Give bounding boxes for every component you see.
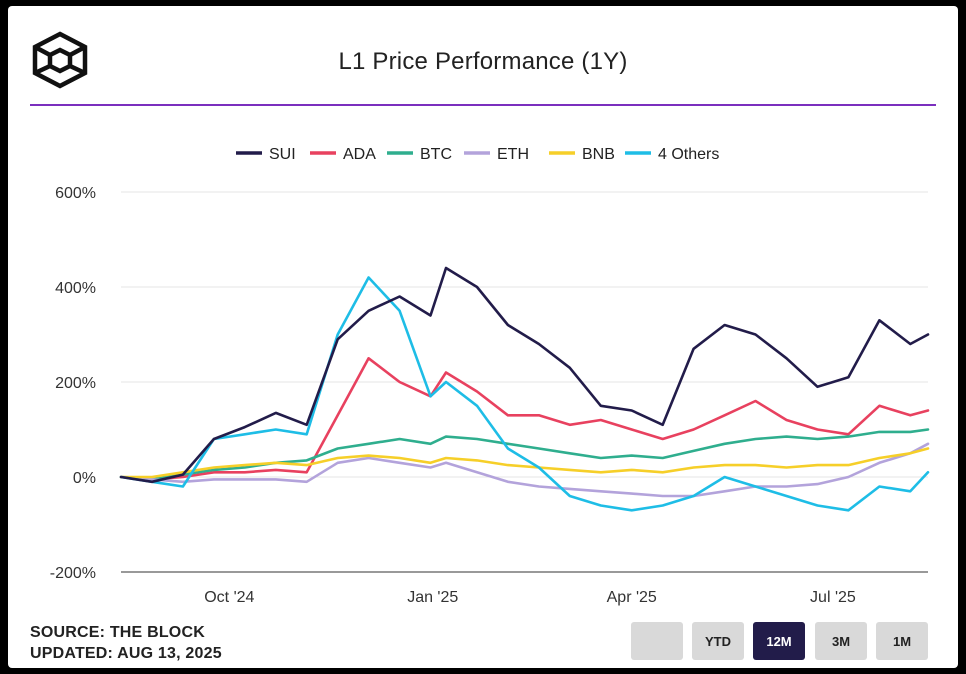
y-tick-label: 400% — [55, 280, 96, 297]
legend-label-ada: ADA — [343, 146, 376, 163]
legend-label-4-others: 4 Others — [658, 146, 719, 163]
title-divider — [30, 104, 936, 106]
x-tick-label: Oct '24 — [204, 589, 254, 606]
the-block-logo-icon — [32, 31, 88, 89]
source-label: SOURCE: THE BLOCK — [30, 624, 205, 641]
y-tick-label: 0% — [73, 470, 96, 487]
x-tick-label: Jul '25 — [810, 589, 856, 606]
legend-label-eth: ETH — [497, 146, 529, 163]
series-line-eth — [119, 442, 930, 498]
x-tick-label: Apr '25 — [607, 589, 657, 606]
updated-label: UPDATED: AUG 13, 2025 — [30, 645, 222, 662]
range-button-3m[interactable]: 3M — [815, 622, 867, 660]
y-tick-label: 600% — [55, 185, 96, 202]
series-line-sui — [119, 266, 930, 484]
y-tick-label: -200% — [50, 565, 96, 582]
chart-card: L1 Price Performance (1Y) 600% 400% 200% 0%… — [8, 6, 958, 668]
series-line-bnb — [119, 447, 930, 479]
legend-label-btc: BTC — [420, 146, 452, 163]
legend-label-sui: SUI — [269, 146, 296, 163]
series-line-ada — [119, 356, 930, 481]
series-line-4-others — [119, 276, 930, 512]
range-button-12m[interactable]: 12M — [753, 622, 805, 660]
range-button-1m[interactable]: 1M — [876, 622, 928, 660]
x-tick-label: Jan '25 — [407, 589, 458, 606]
page-title: L1 Price Performance (1Y) — [338, 48, 628, 75]
y-tick-label: 200% — [55, 375, 96, 392]
source-note: SOURCE: THE BLOCK UPDATED: AUG 13, 2025 — [30, 622, 222, 664]
range-button-ytd[interactable]: YTD — [692, 622, 744, 660]
range-button-blank[interactable] — [631, 622, 683, 660]
line-chart: 600% 400% 200% 0% -200% Oct '24 Jan '25 Apr '25… — [50, 146, 930, 606]
legend-label-bnb: BNB — [582, 146, 615, 163]
